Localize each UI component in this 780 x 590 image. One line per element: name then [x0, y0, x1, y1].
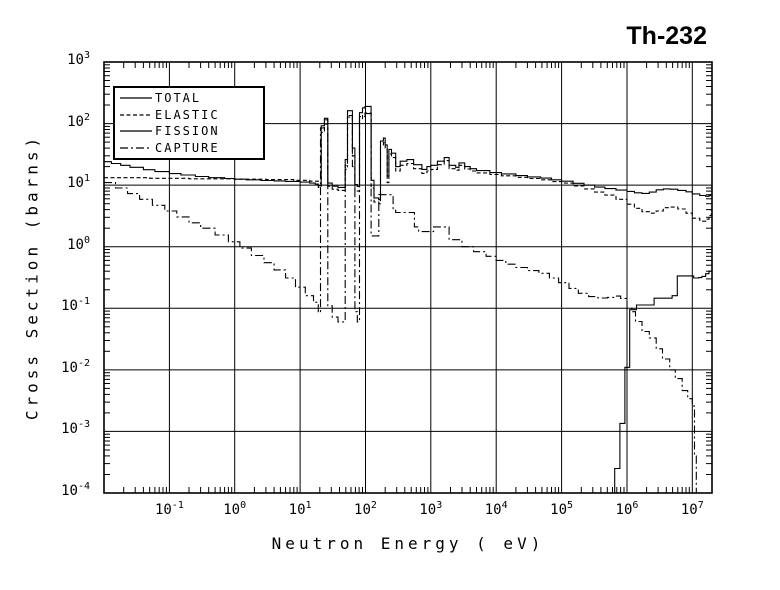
- plot-frame: [103, 61, 713, 494]
- y-tick-label: 10-3: [61, 419, 90, 438]
- legend-item-total: TOTAL: [119, 91, 263, 106]
- y-tick-label: 10-4: [61, 481, 90, 499]
- legend-label: TOTAL: [155, 91, 202, 106]
- legend-item-fission: FISSION: [119, 124, 263, 139]
- y-tick-label: 101: [67, 173, 90, 192]
- x-axis-label: Neutron Energy ( eV): [271, 534, 545, 553]
- curve-capture: [104, 113, 697, 493]
- x-tick-label: 101: [288, 500, 312, 518]
- y-tick-label: 10-1: [61, 296, 90, 315]
- x-tick-label: 10-1: [154, 500, 184, 518]
- x-tick-label: 105: [550, 500, 574, 518]
- curve-fission: [613, 269, 712, 493]
- legend-item-capture: CAPTURE: [119, 140, 263, 155]
- legend-label: CAPTURE: [155, 140, 220, 155]
- x-tick-label: 106: [615, 500, 639, 518]
- legend-line-sample-capture: [120, 147, 152, 149]
- plot-title: Th-232: [626, 22, 707, 50]
- legend-label: FISSION: [155, 124, 220, 139]
- x-tick-label: 100: [223, 500, 247, 518]
- y-tick-label: 10-2: [61, 357, 90, 376]
- x-tick-label: 104: [484, 500, 508, 518]
- curve-total: [104, 105, 712, 201]
- legend-line-sample-elastic: [120, 114, 152, 116]
- x-tick-label: 103: [419, 500, 443, 518]
- legend: TOTAL ELASTIC FISSION CAPTURE: [113, 86, 265, 160]
- legend-line-sample-total: [120, 97, 152, 99]
- legend-item-elastic: ELASTIC: [119, 107, 263, 122]
- legend-line-sample-fission: [120, 130, 152, 132]
- curve-elastic: [104, 112, 712, 222]
- legend-label: ELASTIC: [155, 107, 220, 122]
- x-tick-label: 107: [680, 500, 704, 518]
- y-tick-label: 102: [67, 111, 90, 130]
- x-tick-label: 102: [354, 500, 377, 518]
- y-tick-label: 100: [67, 234, 90, 253]
- y-tick-label: 103: [67, 50, 90, 68]
